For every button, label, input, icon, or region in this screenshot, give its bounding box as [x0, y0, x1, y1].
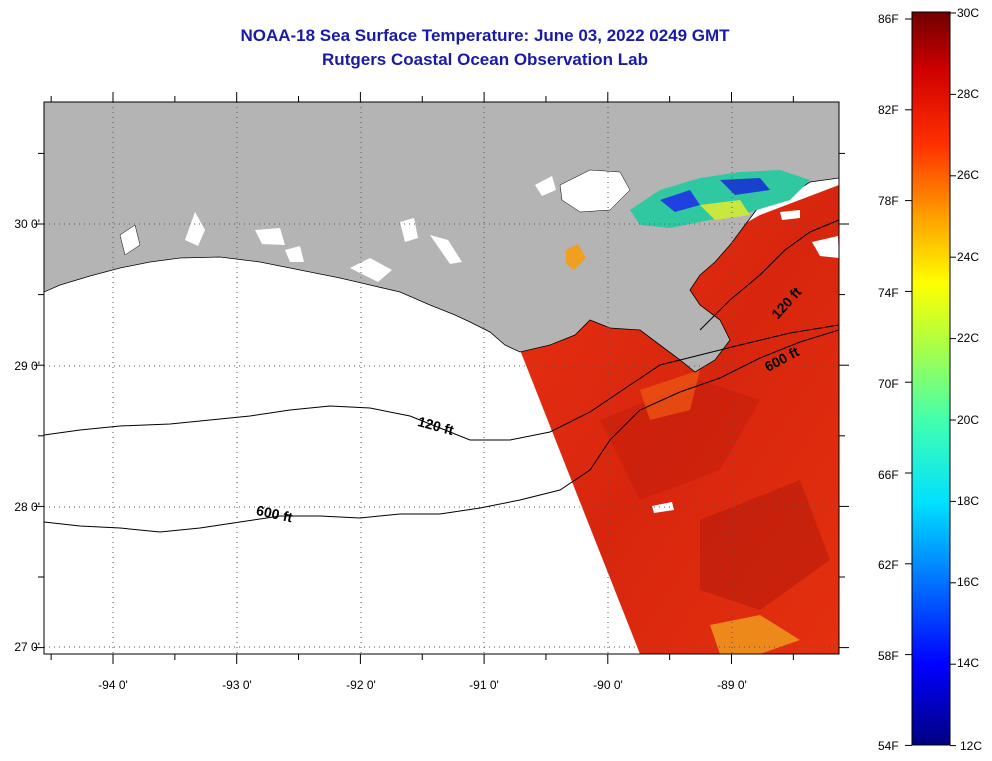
longitude-label: -90 0': [593, 678, 623, 692]
colorbar-f-label: 70F: [878, 377, 899, 391]
cloud-blob: [350, 258, 392, 282]
colorbar-f-label: 62F: [878, 558, 899, 572]
longitude-label: -91 0': [469, 678, 499, 692]
cloud-blob: [780, 210, 800, 220]
colorbar-f-label: 82F: [878, 103, 899, 117]
colorbar-f-label: 54F: [878, 739, 899, 753]
colorbar-c-label: 24C: [957, 250, 979, 264]
contour-120ft-east: [699, 219, 839, 331]
contour-120ft-west: [44, 324, 839, 441]
cloud-blob: [119, 224, 141, 256]
colorbar-f-label: 66F: [878, 468, 899, 482]
longitude-label: -93 0': [222, 678, 252, 692]
colorbar-f-label: 86F: [878, 12, 899, 26]
map-border: [43, 101, 840, 655]
axis-ticks: [34, 92, 849, 664]
colorbar-c-label: 28C: [957, 87, 979, 101]
cloud-blob: [285, 246, 304, 262]
sst-coastal-blue: [660, 190, 700, 212]
colorbar-f-label: 58F: [878, 649, 899, 663]
contour-label-600ft-west: 600 ft: [255, 502, 294, 525]
colorbar-f-label: 78F: [878, 194, 899, 208]
cloud-blob: [255, 228, 285, 245]
longitude-label: -94 0': [98, 678, 128, 692]
cloud-blob: [185, 212, 205, 246]
sst-cool-spot: [710, 615, 800, 654]
sst-coastal-yellow: [700, 200, 750, 220]
colorbar-c-label: 22C: [957, 331, 979, 345]
colorbar-f-label: 74F: [878, 286, 899, 300]
latitude-label: 27 0': [14, 640, 40, 654]
chart-subtitle: Rutgers Coastal Ocean Observation Lab: [322, 50, 648, 69]
graticule: [44, 102, 839, 654]
colorbar: [911, 11, 951, 746]
colorbar-ticks: [905, 12, 956, 747]
colorbar-c-label: 30C: [957, 6, 979, 20]
longitude-label: -89 0': [717, 678, 747, 692]
latitude-label: 30 0': [14, 217, 40, 231]
colorbar-c-label: 16C: [957, 575, 979, 589]
sst-orange-band: [640, 370, 700, 420]
sst-inland-patch: [566, 244, 586, 270]
cloud-blob: [652, 502, 674, 513]
latitude-label: 28 0': [14, 500, 40, 514]
land-mass: [44, 102, 839, 373]
colorbar-c-label: 26C: [957, 168, 979, 182]
cloud-blob: [559, 169, 631, 213]
colorbar-c-label: 12C: [960, 739, 982, 753]
colorbar-c-label: 20C: [957, 413, 979, 427]
latitude-label: 29 0': [14, 359, 40, 373]
colorbar-c-label: 18C: [957, 494, 979, 508]
longitude-label: -92 0': [346, 678, 376, 692]
cloud-blob: [812, 236, 839, 258]
colorbar-c-label: 14C: [957, 656, 979, 670]
cloud-blob: [430, 235, 462, 264]
contour-600ft-west: [44, 329, 839, 533]
cloud-blob: [535, 176, 556, 196]
chart-title: NOAA-18 Sea Surface Temperature: June 03…: [240, 26, 730, 45]
